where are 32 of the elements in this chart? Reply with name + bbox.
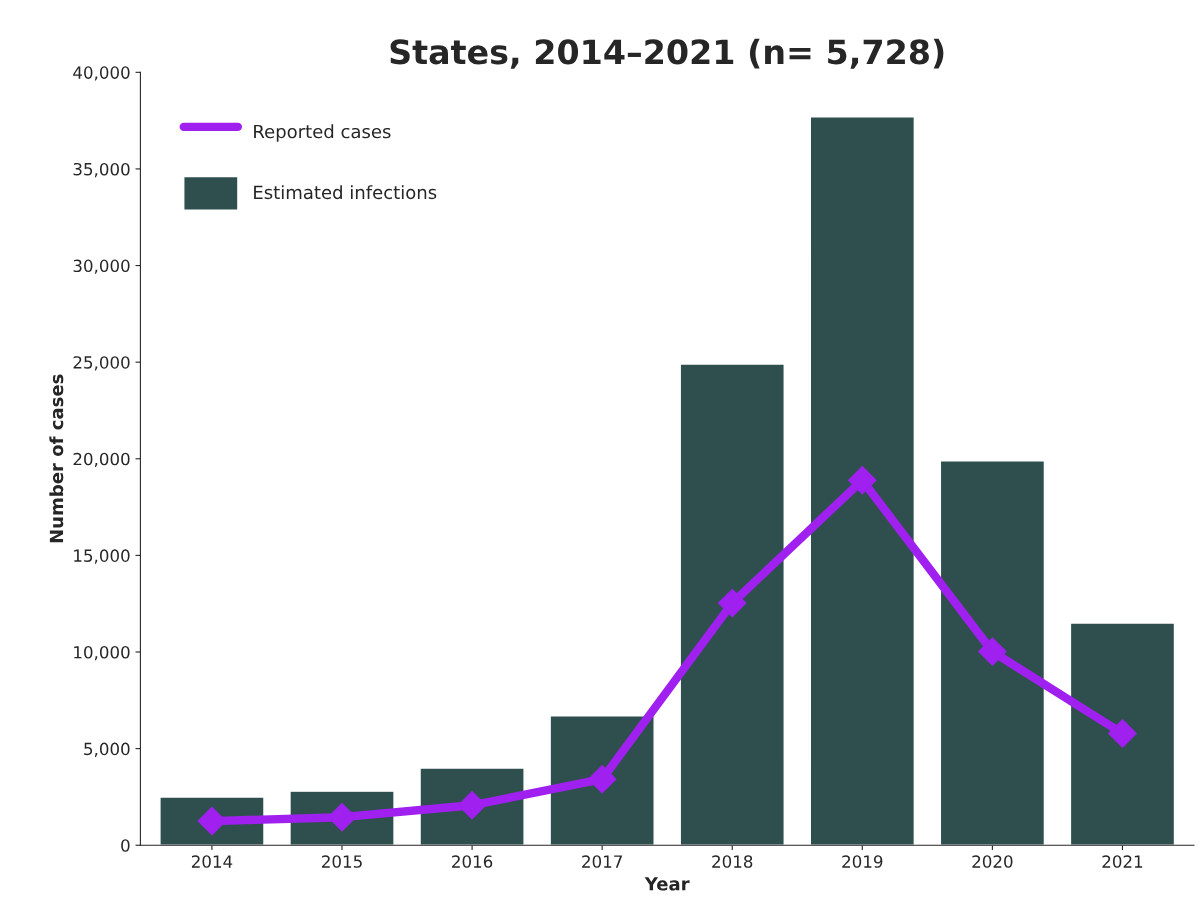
y-tick-label: 15,000 <box>74 549 130 564</box>
x-tick-label: 2016 <box>452 855 493 868</box>
x-tick-label: 2014 <box>191 855 233 868</box>
y-tick-label: 5,000 <box>84 742 130 757</box>
y-tick-label: 20,000 <box>73 452 130 468</box>
bar <box>939 460 1046 846</box>
bar <box>1069 622 1176 846</box>
y-tick-label: 25,000 <box>73 356 130 371</box>
y-axis-title: Number of cases <box>49 374 64 543</box>
y-tick-label: 0 <box>121 839 130 852</box>
point <box>717 588 747 618</box>
x-tick-label: 2018 <box>712 855 753 868</box>
point <box>978 637 1007 666</box>
point <box>587 764 617 794</box>
point <box>848 465 877 495</box>
x-tick-label: 2020 <box>972 855 1013 868</box>
bar <box>809 116 916 846</box>
point <box>1108 719 1137 748</box>
x-tick-label: 2019 <box>842 855 883 868</box>
chart-title: States, 2014–2021 (n= 5,728) <box>390 38 944 69</box>
x-tick-label: 2021 <box>1102 855 1143 868</box>
x-axis-title: Year <box>644 877 690 891</box>
bar <box>549 715 655 846</box>
y-tick-label: 30,000 <box>73 259 130 274</box>
bar <box>679 363 785 846</box>
x-tick-label: 2015 <box>322 855 362 868</box>
y-tick-label: 35,000 <box>73 162 130 178</box>
y-tick-label: 10,000 <box>74 645 130 661</box>
x-tick-label: 2017 <box>582 855 622 868</box>
legend-label: Estimated infections <box>254 185 437 200</box>
y-tick-label: 40,000 <box>73 66 130 81</box>
legend-label: Reported cases <box>254 124 391 142</box>
